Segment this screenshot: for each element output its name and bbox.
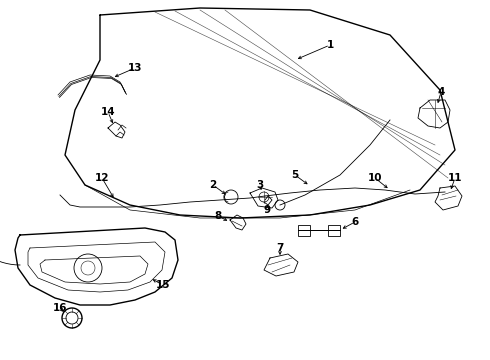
Text: 12: 12 <box>95 173 109 183</box>
Text: 2: 2 <box>209 180 217 190</box>
Text: 16: 16 <box>53 303 67 313</box>
Text: 8: 8 <box>215 211 221 221</box>
Text: 11: 11 <box>448 173 462 183</box>
Bar <box>298 225 310 236</box>
Text: 1: 1 <box>326 40 334 50</box>
Text: 4: 4 <box>437 87 445 97</box>
Text: 9: 9 <box>264 205 270 215</box>
Text: 3: 3 <box>256 180 264 190</box>
Text: 7: 7 <box>276 243 284 253</box>
Text: 14: 14 <box>100 107 115 117</box>
Text: 15: 15 <box>156 280 170 290</box>
Text: 10: 10 <box>368 173 382 183</box>
Text: 13: 13 <box>128 63 142 73</box>
Bar <box>328 225 340 236</box>
Text: 6: 6 <box>351 217 359 227</box>
Text: 5: 5 <box>292 170 298 180</box>
